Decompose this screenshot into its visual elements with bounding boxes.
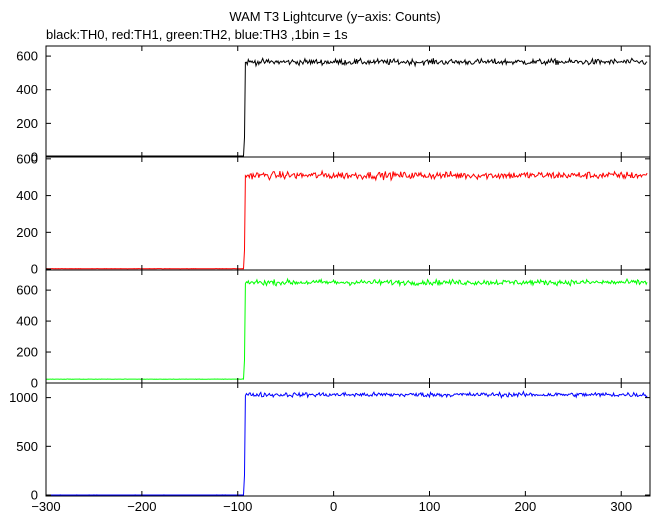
series-line-th3 <box>46 390 648 496</box>
y-tick-label: 600 <box>16 283 38 298</box>
y-tick-label: 400 <box>16 314 38 329</box>
x-axis: −300 −200 −100 0 100 200 300 <box>31 499 632 514</box>
y-tick-label: 500 <box>16 439 38 454</box>
y-tick-label: 600 <box>16 151 38 166</box>
x-tick-label: −100 <box>223 499 252 514</box>
x-tick-label: 300 <box>610 499 632 514</box>
y-tick-label: 0 <box>31 376 38 391</box>
y-tick-label: 0 <box>31 488 38 503</box>
panel-th2: 0 200 400 600 <box>16 269 651 391</box>
y-tick-label: 600 <box>16 49 38 64</box>
x-tick-label: −200 <box>127 499 156 514</box>
x-tick-label: −300 <box>31 499 60 514</box>
y-tick-label: 0 <box>31 262 38 277</box>
panel-th3: 0 500 1000 <box>9 382 651 503</box>
x-tick-label: 200 <box>515 499 537 514</box>
panel-frame <box>45 382 651 497</box>
chart-title: WAM T3 Lightcurve (y−axis: Counts) <box>229 9 440 24</box>
y-tick-label: 200 <box>16 225 38 240</box>
x-tick-label: 100 <box>419 499 441 514</box>
x-tick-label: 0 <box>330 499 337 514</box>
panel-th1: 0 200 400 600 <box>16 151 651 277</box>
panel-frame <box>45 269 651 384</box>
chart-subtitle: black:TH0, red:TH1, green:TH2, blue:TH3 … <box>46 27 348 42</box>
series-line-th2 <box>45 277 648 380</box>
series-line-th1 <box>46 169 648 270</box>
panel-th0: 0 200 400 600 <box>16 45 651 165</box>
y-tick-label: 400 <box>16 82 38 97</box>
y-tick-label: 400 <box>16 188 38 203</box>
y-tick-label: 1000 <box>9 390 38 405</box>
series-line-th0 <box>46 56 648 157</box>
y-tick-label: 200 <box>16 116 38 131</box>
y-tick-label: 0 <box>31 150 38 165</box>
y-tick-label: 200 <box>16 345 38 360</box>
